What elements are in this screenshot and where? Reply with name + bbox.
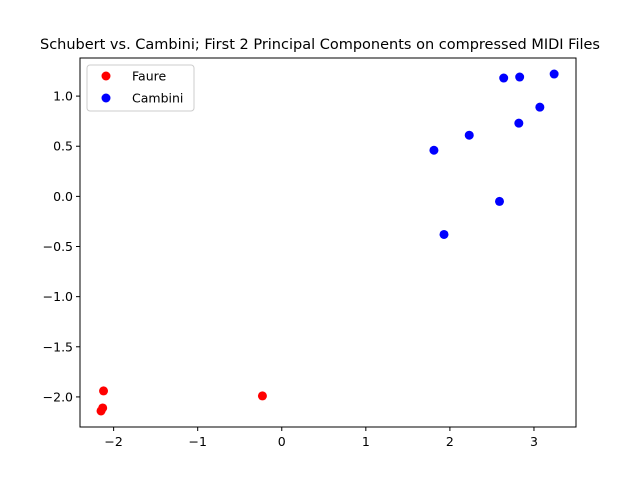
y-tick-label: −1.0 xyxy=(43,289,73,304)
data-point-cambini xyxy=(439,229,449,239)
x-tick-label: 2 xyxy=(446,434,454,449)
x-tick-label: 1 xyxy=(362,434,370,449)
y-tick-label: 0.0 xyxy=(53,189,73,204)
legend-marker-cambini xyxy=(101,93,111,103)
legend: Faure Cambini xyxy=(86,64,195,112)
y-tick-label: 0.5 xyxy=(53,139,73,154)
x-tick-label: −1 xyxy=(188,434,206,449)
chart-title: Schubert vs. Cambini; First 2 Principal … xyxy=(40,37,600,53)
y-tick-label: 1.0 xyxy=(53,89,73,104)
legend-box xyxy=(86,64,195,112)
data-point-cambini xyxy=(494,196,504,206)
data-point-cambini xyxy=(535,102,545,112)
data-point-cambini xyxy=(464,130,474,140)
data-point-cambini xyxy=(515,72,525,82)
legend-label-faure: Faure xyxy=(132,69,166,84)
y-tick-label: −0.5 xyxy=(43,239,73,254)
data-point-faure xyxy=(257,391,267,401)
x-tick-label: 3 xyxy=(530,434,538,449)
y-tick-label: −2.0 xyxy=(43,389,73,404)
data-point-cambini xyxy=(429,145,439,155)
data-points xyxy=(96,69,559,416)
legend-label-cambini: Cambini xyxy=(132,91,183,106)
data-point-faure xyxy=(99,386,109,396)
data-point-faure xyxy=(96,406,106,416)
y-tick-label: −1.5 xyxy=(43,339,73,354)
x-tick-label: 0 xyxy=(278,434,286,449)
data-point-cambini xyxy=(514,118,524,128)
plot-frame xyxy=(79,57,577,428)
data-point-cambini xyxy=(549,69,559,79)
legend-marker-faure xyxy=(101,71,111,81)
data-point-cambini xyxy=(499,73,509,83)
axes: −2 −1 0 1 2 3 −2.0 −1.5 −1.0 −0.5 0.0 0.5 1.0 xyxy=(43,57,577,449)
x-tick-label: −2 xyxy=(104,434,122,449)
